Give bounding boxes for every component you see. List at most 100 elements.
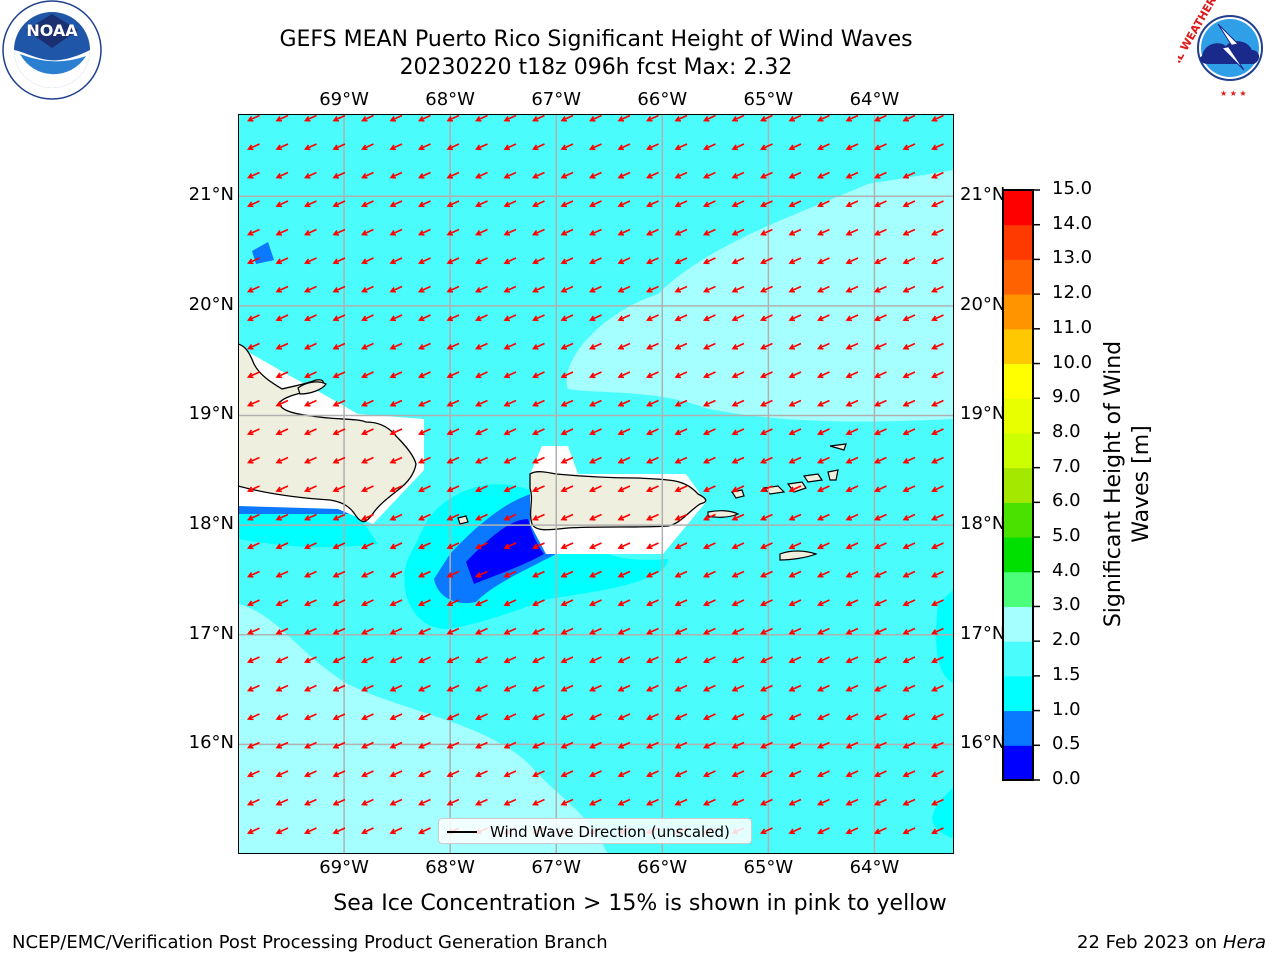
wind-wave-arrow [816, 399, 830, 407]
wind-wave-arrow [930, 342, 944, 350]
wind-wave-arrow [759, 599, 773, 607]
lat-tick-label-left: 20°N [188, 293, 234, 315]
wind-wave-arrow [389, 257, 403, 265]
wind-wave-arrow [845, 627, 859, 635]
colorbar-level-label: 1.0 [1052, 698, 1081, 720]
wind-wave-arrow [531, 171, 545, 179]
wind-wave-arrow [873, 542, 887, 550]
wind-wave-arrow [332, 513, 346, 521]
wind-wave-arrow [246, 342, 260, 350]
wind-wave-arrow [560, 627, 574, 635]
wind-wave-arrow [845, 456, 859, 464]
wind-wave-arrow [303, 570, 317, 578]
wind-wave-arrow [702, 542, 716, 550]
wind-wave-arrow [645, 257, 659, 265]
land-culebra [731, 489, 745, 499]
wind-wave-arrow [902, 114, 916, 122]
map-legend: Wind Wave Direction (unscaled) [438, 818, 752, 844]
wind-wave-arrow [474, 627, 488, 635]
wind-wave-arrow [246, 428, 260, 436]
wind-wave-arrow [560, 143, 574, 151]
wind-wave-arrow [702, 228, 716, 236]
wind-wave-arrow [417, 513, 431, 521]
colorbar-segment [1003, 606, 1033, 642]
wind-wave-arrow [816, 656, 830, 664]
wind-wave-arrow [873, 257, 887, 265]
wind-wave-arrow [645, 399, 659, 407]
wind-wave-arrow [417, 456, 431, 464]
sea-field-2to3-north [566, 170, 954, 422]
wind-wave-arrow [702, 143, 716, 151]
wind-wave-arrow [731, 371, 745, 379]
wind-wave-arrow [845, 741, 859, 749]
wind-wave-arrow [531, 599, 545, 607]
land-st-croix [779, 550, 818, 561]
wind-wave-arrow [759, 542, 773, 550]
wind-wave-arrow [930, 798, 944, 806]
wind-wave-arrow [246, 542, 260, 550]
wind-wave-arrow [930, 627, 944, 635]
wind-wave-arrow [531, 371, 545, 379]
wind-wave-arrow [674, 684, 688, 692]
wind-wave-arrow [389, 513, 403, 521]
wind-wave-arrow [389, 143, 403, 151]
wind-wave-arrow [560, 599, 574, 607]
wind-wave-arrow [303, 114, 317, 122]
wind-wave-arrow [446, 798, 460, 806]
wind-wave-arrow [246, 228, 260, 236]
wind-wave-arrow [332, 485, 346, 493]
wind-wave-arrow [617, 684, 631, 692]
wind-wave-arrow [332, 827, 346, 835]
wind-wave-arrow [503, 285, 517, 293]
wind-wave-arrow [588, 542, 602, 550]
wind-wave-arrow [759, 656, 773, 664]
wind-wave-arrow [816, 741, 830, 749]
wind-wave-arrow [303, 428, 317, 436]
wind-wave-arrow [246, 456, 260, 464]
wind-wave-arrow [816, 228, 830, 236]
wind-wave-arrow [902, 513, 916, 521]
wind-wave-arrow [645, 314, 659, 322]
wind-wave-arrow [731, 285, 745, 293]
wind-wave-arrow [417, 257, 431, 265]
wind-wave-arrow [731, 684, 745, 692]
wind-wave-arrow [702, 428, 716, 436]
wind-wave-arrow [531, 770, 545, 778]
wind-wave-arrow [275, 200, 289, 208]
wind-wave-arrow [731, 200, 745, 208]
wind-wave-arrow [788, 741, 802, 749]
wind-wave-arrow [474, 770, 488, 778]
wind-wave-arrow [873, 741, 887, 749]
lon-tick-label-top: 65°W [743, 89, 794, 110]
wind-wave-arrow [446, 171, 460, 179]
colorbar [1002, 189, 1040, 781]
wind-wave-arrow [531, 627, 545, 635]
wind-wave-arrow [930, 599, 944, 607]
legend-line-swatch [447, 831, 477, 833]
wind-wave-arrow [588, 627, 602, 635]
wind-wave-arrow [246, 314, 260, 322]
wind-wave-arrow [417, 770, 431, 778]
wind-wave-arrow [902, 656, 916, 664]
wind-wave-arrow [474, 513, 488, 521]
wind-wave-arrow [389, 399, 403, 407]
wind-wave-arrow [759, 741, 773, 749]
wind-wave-arrow [246, 570, 260, 578]
wind-wave-arrow [873, 599, 887, 607]
wind-wave-arrow [332, 114, 346, 122]
wind-wave-arrow [702, 599, 716, 607]
chart-title: GEFS MEAN Puerto Rico Significant Height… [279, 27, 913, 52]
colorbar-level-label: 13.0 [1052, 247, 1093, 269]
wind-wave-arrow [389, 770, 403, 778]
wind-wave-arrow [503, 542, 517, 550]
wind-wave-arrow [788, 684, 802, 692]
wind-wave-arrow [759, 713, 773, 721]
wind-wave-arrow [417, 171, 431, 179]
wind-wave-arrow [417, 371, 431, 379]
wind-wave-arrow [275, 627, 289, 635]
wind-wave-arrow [389, 570, 403, 578]
wind-wave-arrow [303, 143, 317, 151]
wind-wave-arrow [588, 684, 602, 692]
wind-wave-arrow [275, 599, 289, 607]
wind-wave-arrow [902, 285, 916, 293]
